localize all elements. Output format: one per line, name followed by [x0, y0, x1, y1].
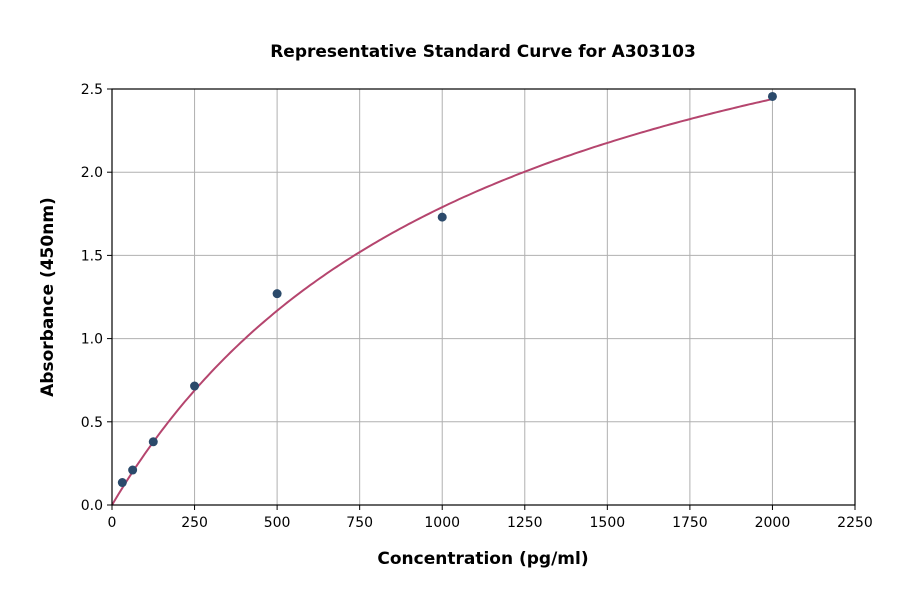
x-tick-label: 750 [346, 515, 373, 531]
y-tick-label: 2.0 [81, 165, 103, 181]
y-tick-label: 1.5 [81, 248, 103, 264]
fit-curve [111, 98, 773, 506]
x-tick-label: 2000 [755, 515, 791, 531]
data-point [767, 91, 777, 101]
y-tick-label: 0.0 [81, 498, 103, 514]
x-tick-label: 2250 [837, 515, 873, 531]
y-tick-label: 2.5 [81, 82, 103, 98]
x-axis-label: Concentration (pg/ml) [377, 549, 588, 569]
x-tick-label: 500 [264, 515, 291, 531]
y-axis-label: Absorbance (450nm) [38, 197, 58, 397]
x-tick-label: 0 [108, 515, 117, 531]
x-tick-label: 250 [181, 515, 208, 531]
chart-title: Representative Standard Curve for A30310… [270, 42, 696, 62]
data-point [128, 465, 138, 475]
y-tick-label: 0.5 [81, 415, 103, 431]
y-tick-label: 1.0 [81, 332, 103, 348]
data-point [148, 437, 158, 447]
x-tick-label: 1500 [590, 515, 626, 531]
x-tick-label: 1250 [507, 515, 543, 531]
data-point [117, 478, 127, 488]
x-tick-label: 1000 [424, 515, 460, 531]
data-point [272, 289, 282, 299]
data-point [437, 212, 447, 222]
data-point [190, 381, 200, 391]
x-tick-label: 1750 [672, 515, 708, 531]
plot-frame [111, 88, 856, 506]
